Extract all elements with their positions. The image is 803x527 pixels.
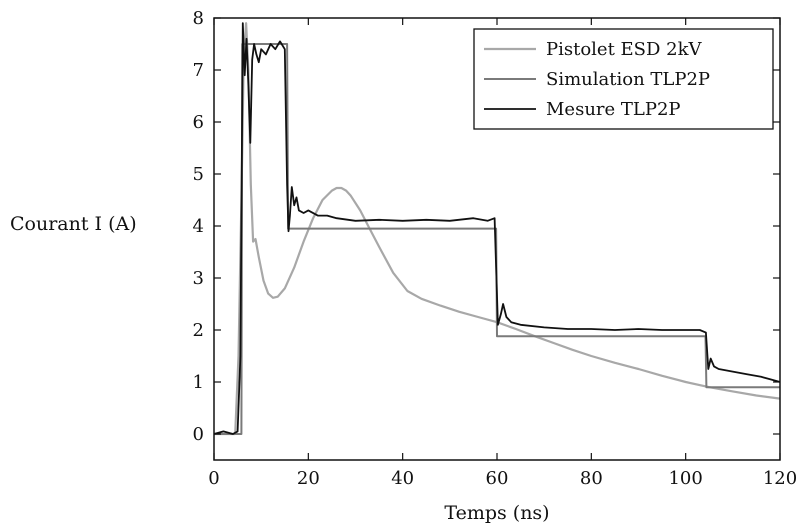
- x-tick-label: 0: [208, 468, 219, 489]
- series-line-3: [213, 22, 781, 435]
- y-axis-label: Courant I (A): [10, 213, 137, 235]
- y-tick-label: 1: [193, 372, 204, 393]
- y-tick-label: 0: [193, 424, 204, 445]
- plot-lines: [213, 22, 781, 436]
- y-tick-label: 8: [193, 8, 204, 29]
- legend-label-1: Pistolet ESD 2kV: [546, 39, 703, 60]
- axis-ticks: [213, 17, 781, 460]
- y-tick-label: 7: [193, 60, 204, 81]
- x-tick-label: 120: [763, 468, 797, 489]
- legend-label-3: Mesure TLP2P: [546, 99, 681, 120]
- y-tick-label: 5: [193, 164, 204, 185]
- legend-label-2: Simulation TLP2P: [546, 69, 710, 90]
- x-tick-label: 60: [486, 468, 509, 489]
- series-line-1: [214, 22, 781, 436]
- y-tick-label: 3: [193, 268, 204, 289]
- y-tick-label: 6: [193, 112, 204, 133]
- tick-labels: 0 20 40 60 80 100 120 0 1 2 3 4 5 6 7 8: [193, 8, 798, 489]
- x-tick-label: 20: [297, 468, 320, 489]
- x-axis-label: Temps (ns): [444, 502, 549, 524]
- x-tick-label: 80: [580, 468, 603, 489]
- x-tick-label: 40: [391, 468, 414, 489]
- y-tick-label: 2: [193, 320, 204, 341]
- x-tick-label: 100: [668, 468, 702, 489]
- legend: Pistolet ESD 2kV Simulation TLP2P Mesure T…: [473, 28, 774, 130]
- y-tick-label: 4: [193, 216, 204, 237]
